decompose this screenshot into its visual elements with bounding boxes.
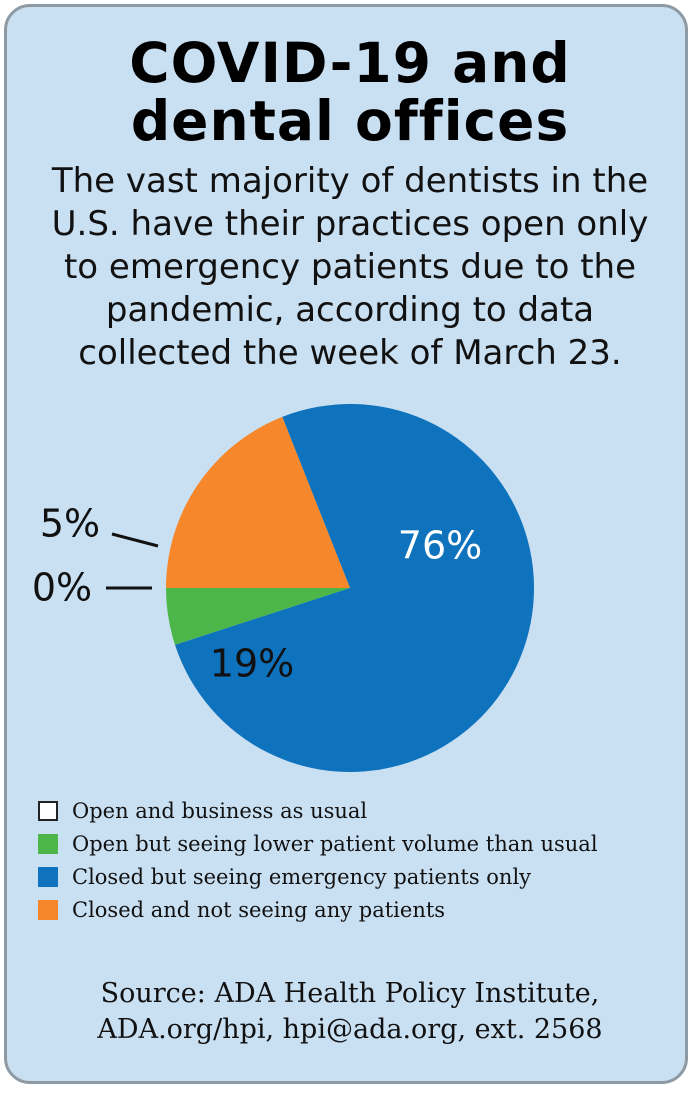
chart-title: COVID-19 and dental offices — [0, 34, 700, 150]
pie-slice-1 — [166, 588, 350, 645]
slice-label-3: 19% — [210, 642, 294, 686]
slice-label-2: 76% — [398, 524, 482, 568]
legend-swatch-3 — [38, 900, 58, 920]
subtitle-line-1: The vast majority of dentists in the — [51, 161, 649, 201]
legend-item-1: Open but seeing lower patient volume tha… — [38, 829, 688, 859]
legend-item-0: Open and business as usual — [38, 796, 688, 826]
legend-label-1: Open but seeing lower patient volume tha… — [72, 832, 598, 856]
leader-line-1 — [111, 532, 159, 548]
slice-label-1: 5% — [40, 502, 100, 546]
legend-swatch-1 — [38, 834, 58, 854]
source-note: Source: ADA Health Policy Institute, ADA… — [0, 976, 700, 1048]
subtitle-line-5: collected the week of March 23. — [78, 333, 622, 373]
legend-label-2: Closed but seeing emergency patients onl… — [72, 865, 532, 889]
slice-label-0: 0% — [32, 566, 92, 610]
pie-chart: 0% 5% 76% 19% — [32, 404, 534, 772]
legend-label-3: Closed and not seeing any patients — [72, 898, 446, 922]
legend-swatch-2 — [38, 867, 58, 887]
subtitle-line-2: U.S. have their practices open only — [51, 204, 649, 244]
pie-slice-3 — [166, 416, 350, 588]
source-line-2: ADA.org/hpi, hpi@ada.org, ext. 2568 — [97, 1014, 603, 1045]
legend-item-2: Closed but seeing emergency patients onl… — [38, 862, 688, 892]
subtitle-line-3: to emergency patients due to the — [63, 247, 637, 287]
title-line-1: COVID-19 and — [129, 31, 571, 95]
legend-swatch-0 — [38, 801, 58, 821]
legend-label-0: Open and business as usual — [72, 799, 368, 823]
subtitle-line-4: pandemic, according to data — [105, 290, 595, 330]
chart-subtitle: The vast majority of dentists in the U.S… — [0, 160, 700, 375]
source-line-1: Source: ADA Health Policy Institute, — [100, 978, 600, 1009]
title-line-2: dental offices — [130, 89, 570, 153]
chart-legend: Open and business as usual Open but seein… — [38, 796, 688, 928]
legend-item-3: Closed and not seeing any patients — [38, 895, 688, 925]
pie-slice-2 — [175, 404, 534, 772]
